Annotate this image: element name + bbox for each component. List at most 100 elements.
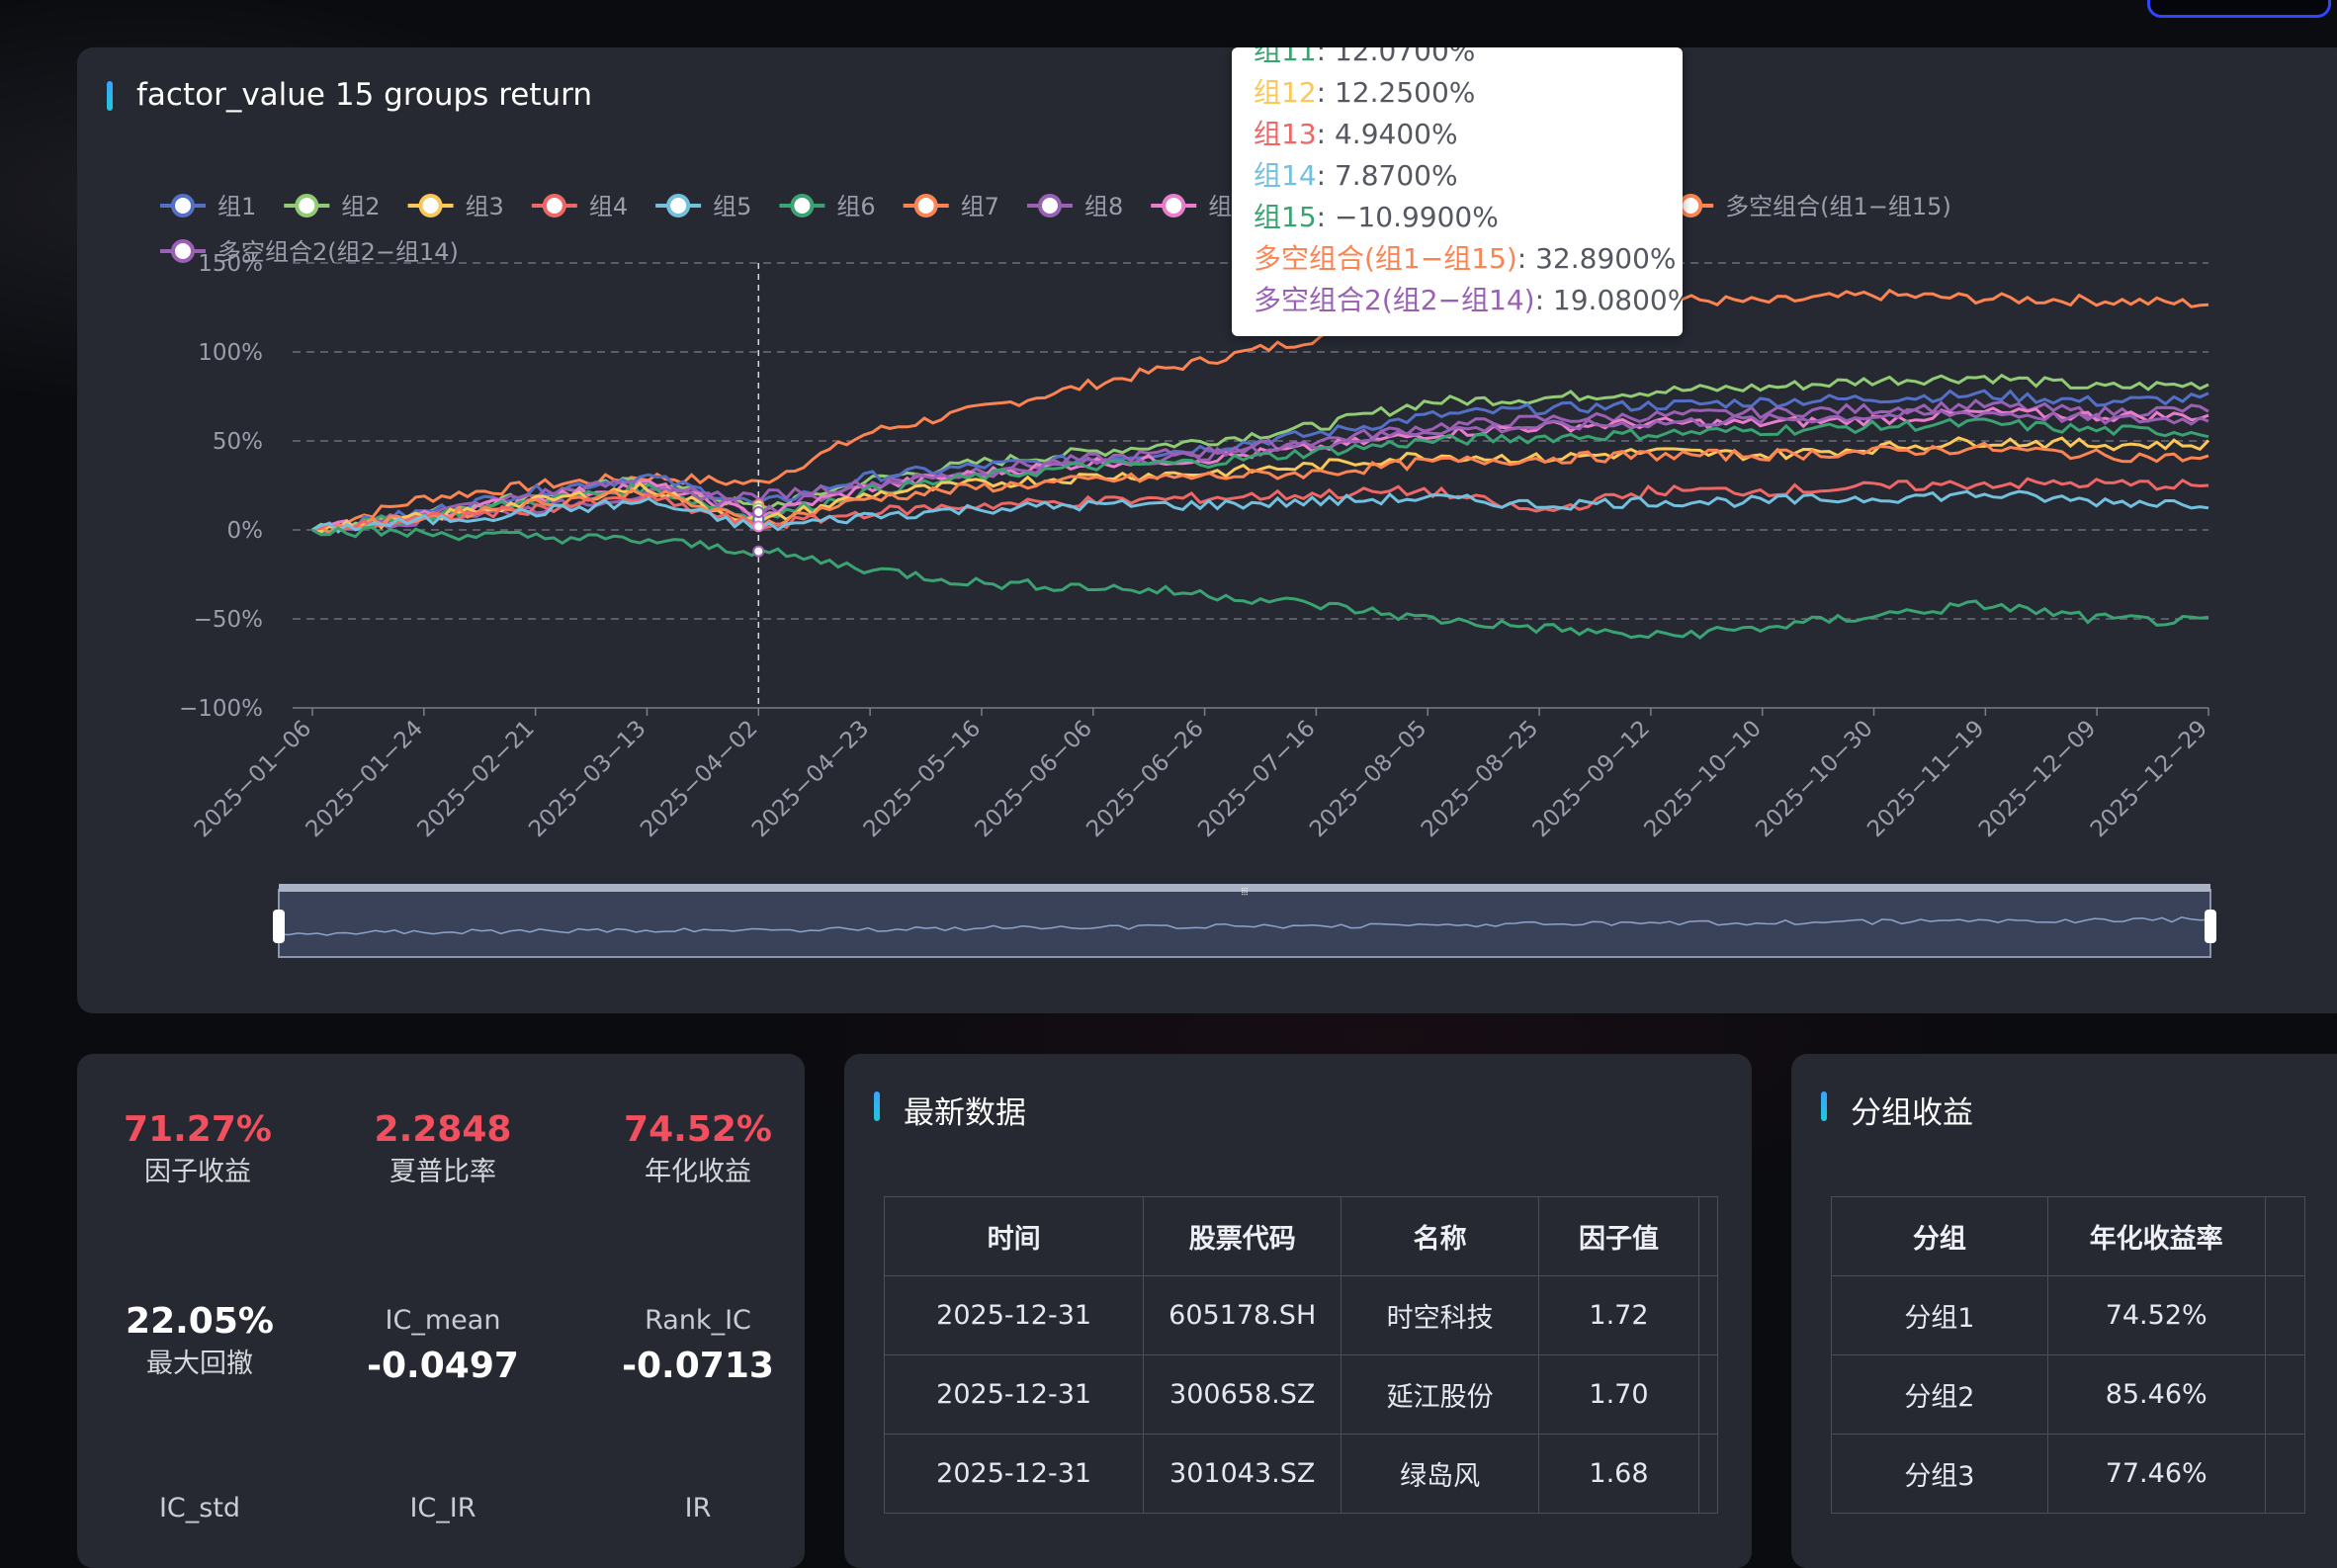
tooltip-row: 组13: 4.9400%: [1254, 113, 1458, 152]
col-header-code[interactable]: 股票代码: [1143, 1196, 1342, 1276]
title-accent-bar: [107, 81, 113, 111]
x-tick-label: 2025−08−25: [1417, 716, 1543, 842]
table-row[interactable]: 2025-12-31 301043.SZ 绿岛风 1.68: [883, 1434, 1719, 1514]
top-action-button[interactable]: [2147, 0, 2331, 18]
x-tick-label: 2025−05−16: [859, 716, 986, 842]
col-header-name[interactable]: 名称: [1341, 1196, 1540, 1276]
series-line: [311, 477, 2209, 533]
title-accent-bar: [1821, 1091, 1827, 1121]
y-tick-label: 150%: [198, 251, 263, 277]
legend-item[interactable]: 组1: [160, 193, 256, 220]
zoom-preview-line: [278, 916, 2211, 936]
stat-ic-std: IC_std: [81, 1493, 318, 1524]
legend-label: 组6: [836, 193, 875, 220]
col-header-time[interactable]: 时间: [883, 1196, 1145, 1276]
tooltip-series-value: : 7.8700%: [1316, 159, 1458, 192]
legend-marker-icon: [666, 194, 691, 218]
zoom-slider-track: [278, 889, 2211, 958]
x-tick-label: 2025−10−30: [1751, 716, 1877, 842]
annual-return-value: 74.52%: [624, 1109, 772, 1150]
latest-data-table: 时间 股票代码 名称 因子值 2025-12-31 605178.SH 时空科技…: [883, 1196, 1719, 1514]
legend-marker-icon: [1162, 194, 1186, 218]
group-returns-table: 分组 年化收益率 分组1 74.52% 分组2 85.46% 分组3 77.46…: [1831, 1196, 2306, 1514]
col-header-annual[interactable]: 年化收益率: [2046, 1196, 2266, 1276]
factor-return-label: 因子收益: [144, 1157, 251, 1187]
table-row[interactable]: 2025-12-31 605178.SH 时空科技 1.72: [883, 1275, 1719, 1355]
stats-panel: 71.27% 因子收益 2.2848 夏普比率 74.52% 年化收益 22.0…: [77, 1054, 805, 1568]
legend-item[interactable]: 组5: [655, 193, 751, 220]
y-tick-label: −100%: [179, 696, 263, 722]
tooltip-row: 组15: −10.9900%: [1254, 196, 1499, 235]
y-tick-label: 50%: [213, 429, 263, 455]
legend-label: 组8: [1084, 193, 1123, 220]
cell-code: 301043.SZ: [1143, 1434, 1342, 1514]
latest-data-panel: 最新数据 时间 股票代码 名称 因子值 2025-12-31 605178.SH…: [844, 1054, 1752, 1568]
x-tick-label: 2025−01−24: [302, 716, 428, 842]
legend-item[interactable]: 多空组合(组1−组15): [1668, 193, 1951, 220]
legend-marker-icon: [1037, 194, 1062, 218]
group-returns-title: 分组收益: [1851, 1095, 1973, 1131]
col-header-group[interactable]: 分组: [1831, 1196, 2048, 1276]
series-line: [311, 373, 2209, 532]
chart-panel: factor_value 15 groups return 150% 100% 50…: [77, 47, 2337, 1013]
tooltip-series-value: : 4.9400%: [1316, 118, 1458, 150]
group-returns-panel: 分组收益 分组 年化收益率 分组1 74.52% 分组2 85.46% 分组3 …: [1791, 1054, 2337, 1568]
x-tick-label: 2025−04−23: [747, 716, 874, 842]
table-row[interactable]: 2025-12-31 300658.SZ 延江股份 1.70: [883, 1354, 1719, 1435]
cell-name: 绿岛风: [1341, 1434, 1540, 1514]
legend-marker-icon: [790, 194, 815, 218]
tooltip-row: 组11: 12.0700%: [1254, 47, 1475, 69]
tooltip-series-name: 多空组合2(组2−组14): [1254, 284, 1535, 316]
cell-time: 2025-12-31: [883, 1354, 1145, 1435]
legend-label: 多空组合(组1−组15): [1725, 193, 1951, 220]
cell-group: 分组1: [1831, 1275, 2048, 1355]
legend-item[interactable]: 组6: [779, 193, 876, 220]
table-row[interactable]: 分组2 85.46%: [1831, 1354, 2306, 1435]
legend-label: 多空组合2(组2−组14): [217, 238, 459, 266]
legend-label: 组3: [466, 193, 504, 220]
ic-std-label: IC_std: [158, 1493, 241, 1524]
sharpe-value: 2.2848: [374, 1109, 512, 1150]
y-tick-label: 100%: [198, 340, 263, 366]
chart-canvas[interactable]: 150% 100% 50% 0% −50% −100%2025−01−062025−01−…: [77, 47, 2337, 1013]
table-row[interactable]: 分组3 77.46%: [1831, 1434, 2306, 1514]
legend-item[interactable]: 多空组合2(组2−组14): [160, 238, 459, 266]
tooltip-series-name: 组11: [1254, 47, 1317, 67]
series-line: [311, 417, 2209, 535]
tooltip-series-name: 多空组合(组1−组15): [1254, 242, 1517, 275]
tooltip-series-value: : 12.0700%: [1316, 47, 1476, 67]
x-tick-label: 2025−06−06: [971, 716, 1097, 842]
stat-ic-mean: IC_mean -0.0497: [324, 1305, 562, 1386]
stat-factor-return: 71.27% 因子收益: [79, 1109, 316, 1188]
legend-item[interactable]: 组3: [407, 193, 504, 220]
x-tick-label: 2025−11−19: [1862, 716, 1989, 842]
cell-group: 分组2: [1831, 1354, 2048, 1435]
series-line: [311, 441, 2209, 535]
crosshair-point: [752, 520, 765, 533]
stat-ic-ir: IC_IR: [324, 1493, 562, 1524]
cell-factor: 1.72: [1538, 1275, 1699, 1355]
stat-annual-return: 74.52% 年化收益: [579, 1109, 817, 1188]
legend-item[interactable]: 组2: [284, 193, 381, 220]
legend-item[interactable]: 组7: [903, 193, 999, 220]
cell-annual: 77.46%: [2046, 1434, 2266, 1514]
tooltip-row: 组14: 7.8700%: [1254, 154, 1458, 194]
table-row[interactable]: 分组1 74.52%: [1831, 1275, 2306, 1355]
ic-ir-label: IC_IR: [409, 1493, 476, 1524]
x-tick-label: 2025−01−06: [190, 716, 316, 842]
x-tick-label: 2025−12−09: [1974, 716, 2101, 842]
tooltip-series-value: : −10.9900%: [1316, 201, 1499, 233]
zoom-slider-top-bar: [279, 884, 2210, 892]
scroll-gutter: [1697, 1354, 1719, 1435]
legend-item[interactable]: 组8: [1026, 193, 1123, 220]
max-drawdown-value: 22.05%: [126, 1301, 274, 1342]
series-line: [311, 389, 2209, 534]
cell-factor: 1.68: [1538, 1434, 1699, 1514]
chart-title: factor_value 15 groups return: [136, 77, 592, 113]
col-header-factor[interactable]: 因子值: [1538, 1196, 1699, 1276]
x-tick-label: 2025−06−26: [1082, 716, 1208, 842]
cell-code: 605178.SH: [1143, 1275, 1342, 1355]
rank-ic-label: Rank_IC: [645, 1305, 751, 1336]
stat-ir: IR: [579, 1493, 817, 1524]
legend-item[interactable]: 组4: [531, 193, 628, 220]
